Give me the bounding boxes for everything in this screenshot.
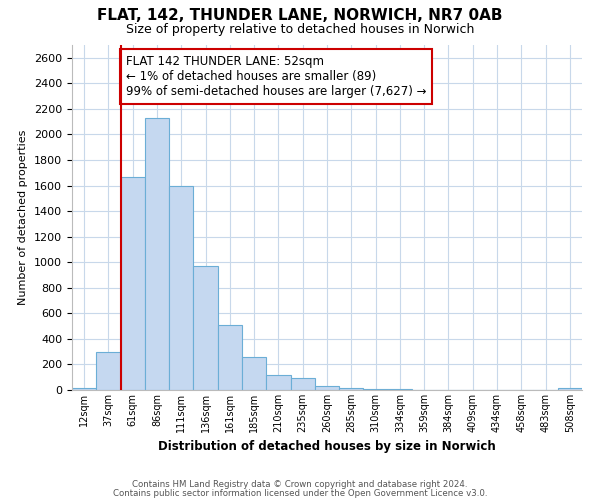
X-axis label: Distribution of detached houses by size in Norwich: Distribution of detached houses by size …	[158, 440, 496, 454]
Bar	[558, 388, 582, 390]
Bar	[145, 118, 169, 390]
Bar	[290, 378, 315, 390]
Bar	[315, 386, 339, 390]
Text: FLAT, 142, THUNDER LANE, NORWICH, NR7 0AB: FLAT, 142, THUNDER LANE, NORWICH, NR7 0A…	[97, 8, 503, 22]
Bar	[121, 176, 145, 390]
Y-axis label: Number of detached properties: Number of detached properties	[19, 130, 28, 305]
Bar	[266, 374, 290, 390]
Text: Contains HM Land Registry data © Crown copyright and database right 2024.: Contains HM Land Registry data © Crown c…	[132, 480, 468, 489]
Bar	[96, 352, 121, 390]
Bar	[218, 325, 242, 390]
Bar	[193, 266, 218, 390]
Bar	[242, 358, 266, 390]
Bar	[72, 388, 96, 390]
Bar	[339, 388, 364, 390]
Text: Contains public sector information licensed under the Open Government Licence v3: Contains public sector information licen…	[113, 488, 487, 498]
Text: FLAT 142 THUNDER LANE: 52sqm
← 1% of detached houses are smaller (89)
99% of sem: FLAT 142 THUNDER LANE: 52sqm ← 1% of det…	[125, 56, 426, 98]
Bar	[169, 186, 193, 390]
Text: Size of property relative to detached houses in Norwich: Size of property relative to detached ho…	[126, 22, 474, 36]
